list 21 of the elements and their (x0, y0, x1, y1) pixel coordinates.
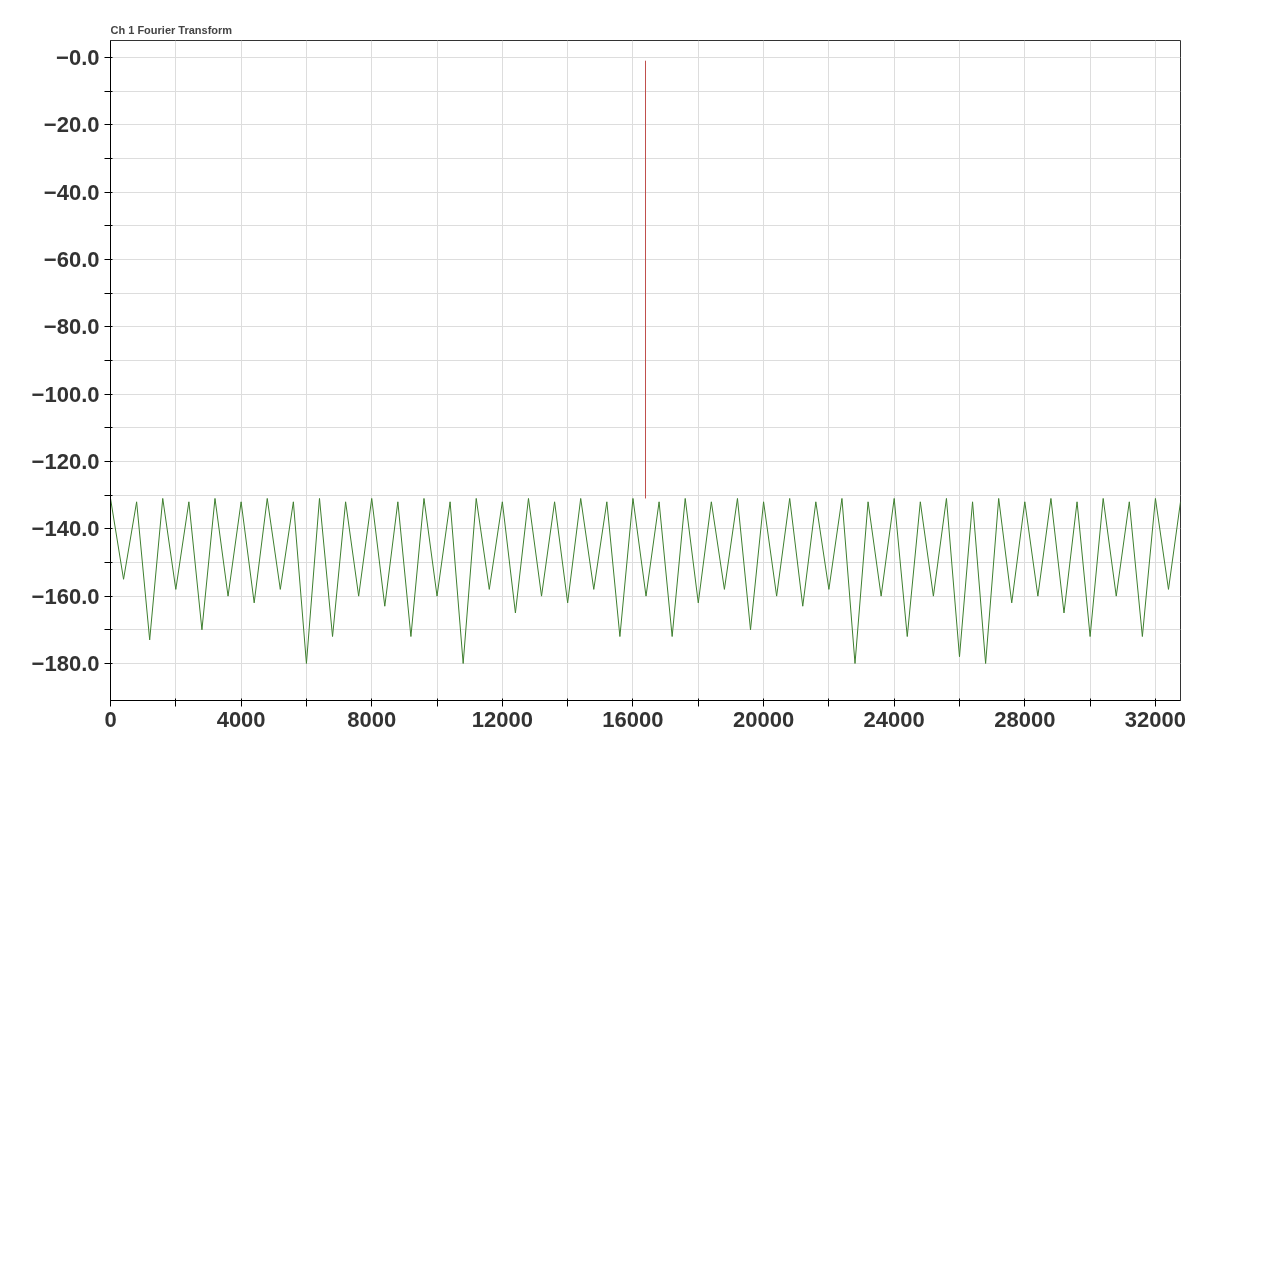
y-tick-label: −0.0 (56, 44, 100, 70)
x-tick-label: 20000 (732, 706, 795, 732)
x-tick-label: 8000 (347, 706, 397, 732)
y-tick-label: −180.0 (31, 650, 100, 676)
x-tick-label: 16000 (602, 706, 664, 732)
y-tick-label: −100.0 (31, 381, 100, 407)
line-series (110, 497, 1181, 664)
x-tick-label: 0 (104, 706, 117, 732)
y-tick-label: −60.0 (43, 246, 100, 272)
y-tick-label: −40.0 (43, 179, 100, 205)
y-tick-label: −120.0 (31, 448, 100, 474)
x-tick-label: 12000 (471, 706, 533, 732)
y-tick-label: −20.0 (43, 112, 100, 138)
x-tick-label: 28000 (994, 706, 1056, 732)
y-tick-label: −140.0 (31, 516, 100, 542)
y-tick-label: −160.0 (31, 583, 100, 609)
x-tick-label: 24000 (863, 706, 925, 732)
chart-title: Ch 1 Fourier Transform (110, 23, 233, 36)
y-tick-label: −80.0 (43, 314, 100, 340)
x-tick-label: 32000 (1124, 706, 1187, 732)
x-tick-label: 4000 (216, 706, 266, 732)
